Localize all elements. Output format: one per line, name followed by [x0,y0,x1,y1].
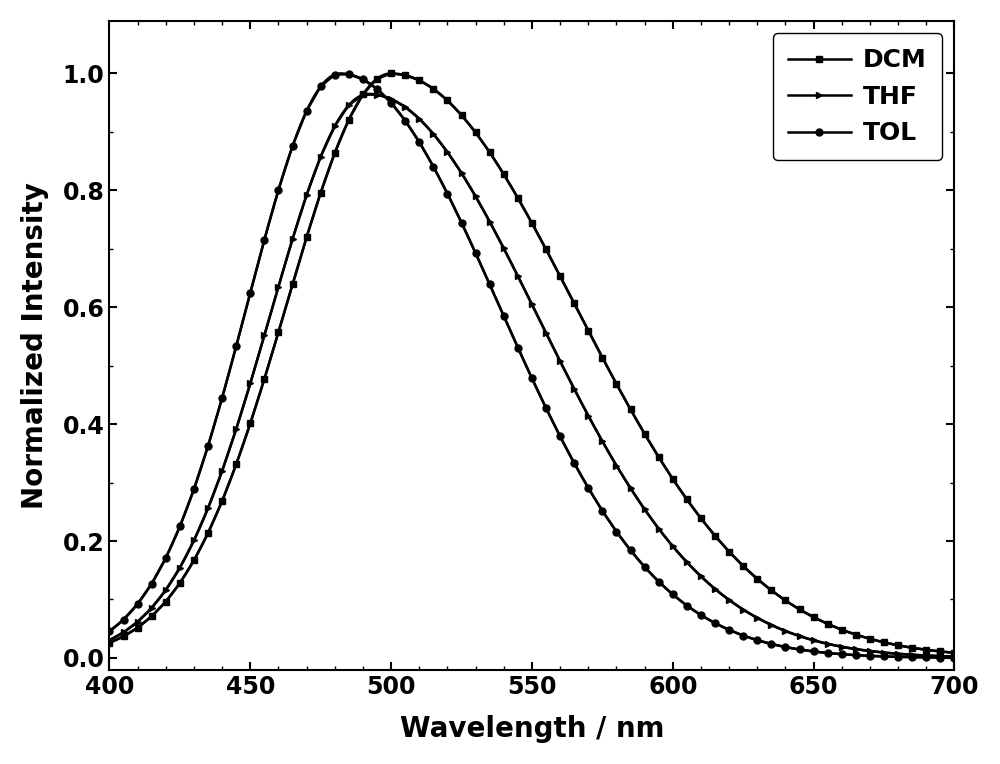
DCM [272,328,284,337]
THF [301,190,313,199]
THF [625,484,637,493]
TOL [948,653,960,662]
Line: THF: THF [106,91,958,660]
THF [272,282,284,291]
THF [948,652,960,661]
DCM [850,630,862,639]
TOL [272,186,284,195]
DCM [301,232,313,241]
Legend: DCM, THF, TOL: DCM, THF, TOL [773,34,942,160]
Line: DCM: DCM [106,70,958,656]
TOL [625,545,637,555]
THF [413,114,425,123]
X-axis label: Wavelength / nm: Wavelength / nm [400,715,664,743]
DCM [948,648,960,657]
DCM [625,405,637,414]
DCM [385,69,397,78]
TOL [568,458,580,468]
TOL [413,138,425,147]
TOL [850,651,862,660]
THF [103,636,115,645]
TOL [103,626,115,636]
Y-axis label: Normalized Intensity: Normalized Intensity [21,182,49,509]
THF [371,90,383,99]
DCM [413,76,425,85]
THF [568,384,580,393]
DCM [103,638,115,647]
THF [850,645,862,654]
Line: TOL: TOL [106,71,958,661]
TOL [343,70,355,79]
TOL [301,106,313,115]
DCM [568,299,580,308]
